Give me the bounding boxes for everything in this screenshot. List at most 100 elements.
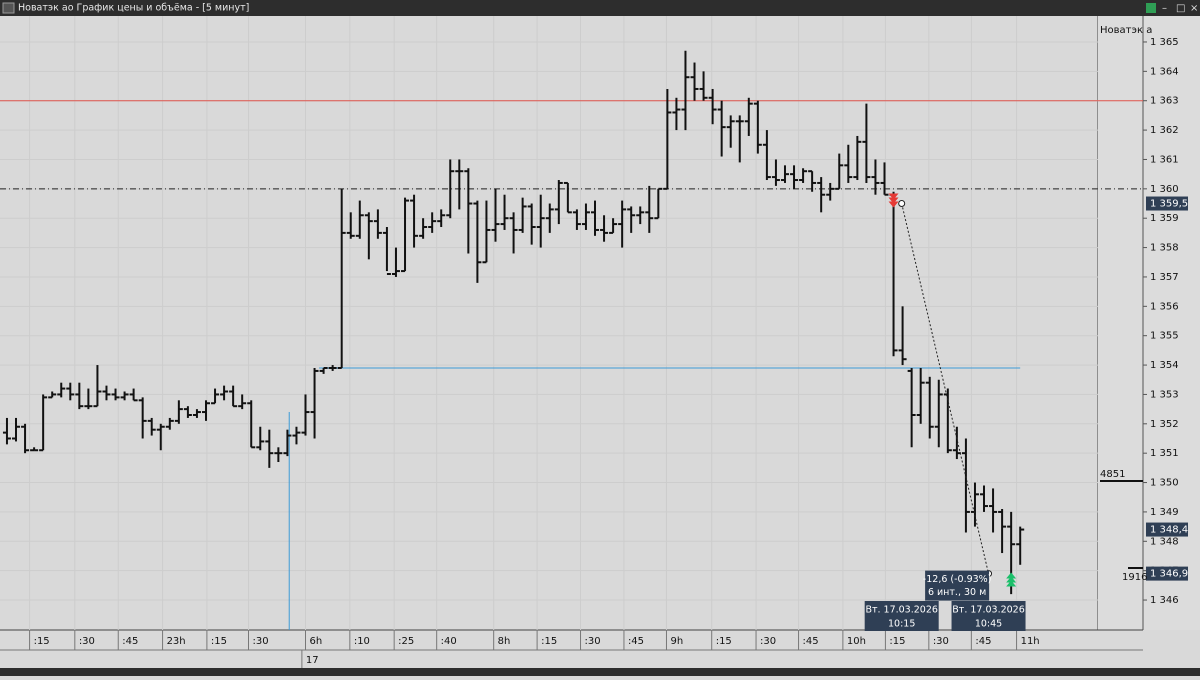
ohlc-bar	[708, 88, 717, 125]
ohlc-bar	[21, 423, 30, 454]
maximize-button[interactable]: □	[1176, 3, 1185, 14]
ohlc-bar	[66, 382, 75, 401]
status-bar	[0, 668, 1200, 676]
ohlc-bar	[473, 200, 482, 283]
y-tick-label: 1 350	[1150, 478, 1179, 489]
x-tick-label: :15	[716, 636, 732, 647]
ohlc-bar	[283, 429, 292, 457]
ohlc-bar	[364, 212, 373, 260]
ohlc-bar	[907, 368, 916, 448]
ohlc-bar	[726, 115, 735, 148]
ohlc-bar	[518, 197, 527, 233]
ohlc-bar	[84, 388, 93, 410]
ohlc-bar	[274, 447, 283, 462]
ohlc-bar	[817, 177, 826, 213]
price-tag	[1146, 566, 1188, 581]
ohlc-bar	[482, 200, 491, 264]
ohlc-bar	[536, 194, 545, 248]
minimize-button[interactable]: –	[1162, 3, 1167, 14]
ohlc-bar	[247, 400, 256, 449]
ohlc-bar	[862, 103, 871, 183]
measure-text: 6 инт., 30 м	[928, 587, 986, 598]
measure-line	[901, 203, 990, 574]
x-tick-label: :15	[211, 636, 227, 647]
time-tooltip	[951, 601, 1026, 631]
ohlc-bar	[563, 181, 572, 214]
x-tick-label: 8h	[498, 636, 511, 647]
ohlc-bar	[373, 209, 382, 239]
x-tick-label: :45	[628, 636, 644, 647]
price-tag-label: 1 348,4	[1150, 525, 1188, 536]
ohlc-bar	[753, 100, 762, 154]
ohlc-bar	[735, 115, 744, 163]
y-tick-label: 1 358	[1150, 243, 1179, 254]
y-tick-label: 1 356	[1150, 301, 1179, 312]
ohlc-bar	[256, 426, 265, 451]
ohlc-bar	[211, 388, 220, 405]
ohlc-bar	[581, 203, 590, 230]
ohlc-bar	[455, 159, 464, 210]
ohlc-bar	[39, 394, 48, 452]
y-tick-label: 1 348	[1150, 536, 1179, 547]
ohlc-bar	[120, 391, 129, 401]
ohlc-bar	[600, 215, 609, 242]
ohlc-bar	[699, 71, 708, 101]
ohlc-bar	[192, 409, 201, 418]
x-tick-label: :25	[398, 636, 414, 647]
ohlc-bar	[509, 212, 518, 254]
time-tooltip-text: 10:45	[975, 619, 1002, 630]
ohlc-bar	[998, 508, 1007, 554]
ohlc-bar	[799, 168, 808, 183]
ohlc-bar	[238, 394, 247, 410]
window-icon[interactable]	[2, 2, 15, 14]
time-tooltip-text: 10:15	[888, 619, 915, 630]
time-tooltip-text: Вт. 17.03.2026	[952, 605, 1024, 616]
buy-marker	[1006, 572, 1017, 587]
window-title: Новатэк ао График цены и объёма - [5 мин…	[18, 3, 249, 14]
ohlc-bar	[446, 159, 455, 219]
ohlc-bar	[93, 365, 102, 408]
ohlc-bar	[654, 187, 663, 220]
x-tick-label: :10	[354, 636, 370, 647]
link-button[interactable]	[1146, 3, 1156, 13]
ohlc-bar	[672, 97, 681, 131]
y-tick-label: 1 359	[1150, 213, 1179, 224]
ohlc-bar	[1016, 526, 1025, 565]
ohlc-bar	[545, 203, 554, 233]
ohlc-bar	[663, 88, 672, 190]
measure-tooltip	[925, 570, 990, 601]
ohlc-bar	[853, 135, 862, 181]
y-tick-label: 1 365	[1150, 37, 1179, 48]
ohlc-bar	[844, 144, 853, 183]
x-tick-label: 9h	[670, 636, 683, 647]
x-tick-label: :45	[975, 636, 991, 647]
ohlc-bar	[382, 227, 391, 276]
ohlc-bar	[30, 447, 39, 452]
close-button[interactable]: ×	[1190, 3, 1198, 14]
price-tag	[1146, 522, 1188, 537]
ohlc-bar	[165, 417, 174, 430]
ohlc-bar	[319, 367, 328, 374]
y-tick-label: 1 352	[1150, 419, 1179, 430]
ohlc-bar	[301, 394, 310, 436]
ohlc-bar	[491, 188, 500, 242]
price-tag-label: 1 359,5	[1150, 199, 1188, 210]
ohlc-bar	[346, 212, 355, 239]
ohlc-bar	[554, 180, 563, 225]
y-tick-label: 1 349	[1150, 507, 1179, 518]
ohlc-bar	[147, 417, 156, 436]
x-tick-label: :30	[760, 636, 776, 647]
ohlc-bar	[744, 97, 753, 136]
date-label: 17	[306, 655, 319, 666]
y-tick-label: 1 355	[1150, 331, 1179, 342]
ohlc-bar	[391, 247, 400, 277]
ohlc-bar	[609, 218, 618, 234]
ohlc-bar	[437, 209, 446, 228]
ohlc-bar	[808, 170, 817, 192]
ohlc-bar	[229, 385, 238, 408]
x-tick-label: 6h	[310, 636, 323, 647]
x-tick-label: :40	[441, 636, 457, 647]
ohlc-bar	[428, 212, 437, 233]
ohlc-bar	[48, 391, 57, 399]
